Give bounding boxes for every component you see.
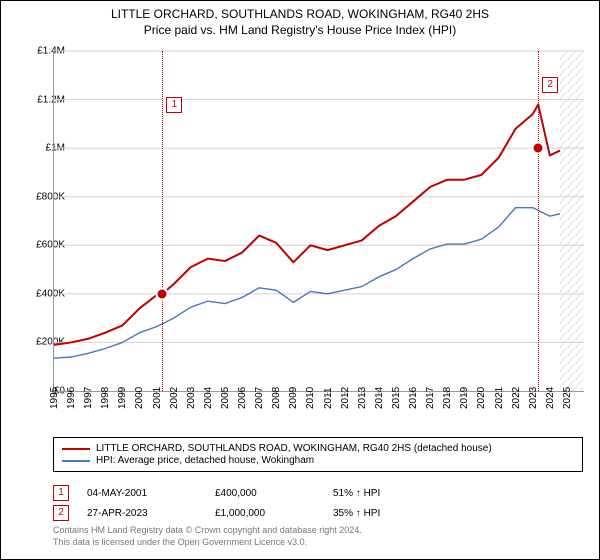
x-tick-label: 1995 bbox=[49, 387, 60, 409]
transaction-dot bbox=[532, 142, 545, 155]
x-tick-label: 2025 bbox=[562, 387, 573, 409]
x-tick-label: 2011 bbox=[323, 387, 334, 409]
x-tick-label: 2013 bbox=[357, 387, 368, 409]
transaction-marker-box: 2 bbox=[542, 77, 558, 93]
transaction-hpi-relative: 35% ↑ HPI bbox=[333, 508, 433, 519]
plot-area: 12 bbox=[53, 51, 584, 392]
x-tick-label: 2021 bbox=[494, 387, 505, 409]
transaction-date: 04-MAY-2001 bbox=[87, 488, 197, 499]
x-tick-label: 2014 bbox=[374, 387, 385, 409]
series-price_paid bbox=[54, 104, 560, 344]
legend-row-price-paid: LITTLE ORCHARD, SOUTHLANDS ROAD, WOKINGH… bbox=[62, 443, 574, 454]
transactions-table: 1 04-MAY-2001 £400,000 51% ↑ HPI 2 27-AP… bbox=[53, 481, 583, 525]
transaction-marker-box: 1 bbox=[166, 97, 182, 113]
legend-swatch bbox=[62, 448, 90, 450]
x-tick-label: 2019 bbox=[459, 387, 470, 409]
x-tick-label: 2007 bbox=[254, 387, 265, 409]
legend-label: HPI: Average price, detached house, Woki… bbox=[96, 455, 314, 466]
x-tick-label: 2017 bbox=[425, 387, 436, 409]
x-tick-label: 2006 bbox=[237, 387, 248, 409]
x-tick-label: 2018 bbox=[442, 387, 453, 409]
transaction-vline bbox=[538, 51, 539, 391]
x-tick-label: 1998 bbox=[100, 387, 111, 409]
x-tick-label: 2008 bbox=[271, 387, 282, 409]
x-tick-label: 2009 bbox=[288, 387, 299, 409]
legend-swatch bbox=[62, 460, 90, 462]
legend-row-hpi: HPI: Average price, detached house, Woki… bbox=[62, 455, 574, 466]
x-tick-label: 2004 bbox=[203, 387, 214, 409]
footer-attribution: Contains HM Land Registry data © Crown c… bbox=[53, 525, 583, 548]
transaction-hpi-relative: 51% ↑ HPI bbox=[333, 488, 433, 499]
x-tick-label: 2002 bbox=[169, 387, 180, 409]
transaction-price: £400,000 bbox=[215, 488, 315, 499]
transaction-row: 1 04-MAY-2001 £400,000 51% ↑ HPI bbox=[53, 485, 583, 501]
x-tick-label: 1999 bbox=[117, 387, 128, 409]
x-tick-label: 2005 bbox=[220, 387, 231, 409]
x-tick-label: 2015 bbox=[391, 387, 402, 409]
footer-line: Contains HM Land Registry data © Crown c… bbox=[53, 525, 583, 537]
x-tick-label: 2022 bbox=[511, 387, 522, 409]
transaction-marker-box: 1 bbox=[53, 485, 69, 501]
x-axis-ticks: 1995199619971998199920002001200220032004… bbox=[53, 393, 583, 433]
x-tick-label: 2010 bbox=[305, 387, 316, 409]
legend: LITTLE ORCHARD, SOUTHLANDS ROAD, WOKINGH… bbox=[53, 437, 583, 472]
chart-title: LITTLE ORCHARD, SOUTHLANDS ROAD, WOKINGH… bbox=[1, 7, 599, 21]
x-tick-label: 2000 bbox=[134, 387, 145, 409]
chart-subtitle: Price paid vs. HM Land Registry's House … bbox=[1, 23, 599, 37]
transaction-row: 2 27-APR-2023 £1,000,000 35% ↑ HPI bbox=[53, 505, 583, 521]
transaction-vline bbox=[162, 51, 163, 391]
x-tick-label: 2023 bbox=[528, 387, 539, 409]
series-hpi bbox=[54, 208, 560, 359]
x-tick-label: 2012 bbox=[340, 387, 351, 409]
x-tick-label: 1996 bbox=[66, 387, 77, 409]
x-tick-label: 2003 bbox=[186, 387, 197, 409]
x-tick-label: 2020 bbox=[476, 387, 487, 409]
legend-label: LITTLE ORCHARD, SOUTHLANDS ROAD, WOKINGH… bbox=[96, 443, 492, 454]
transaction-marker-box: 2 bbox=[53, 505, 69, 521]
transaction-dot bbox=[156, 287, 169, 300]
x-tick-label: 2001 bbox=[152, 387, 163, 409]
chart-container: LITTLE ORCHARD, SOUTHLANDS ROAD, WOKINGH… bbox=[0, 0, 600, 560]
transaction-price: £1,000,000 bbox=[215, 508, 315, 519]
x-tick-label: 2016 bbox=[408, 387, 419, 409]
footer-line: This data is licensed under the Open Gov… bbox=[53, 537, 583, 549]
x-tick-label: 2024 bbox=[545, 387, 556, 409]
transaction-date: 27-APR-2023 bbox=[87, 508, 197, 519]
x-tick-label: 1997 bbox=[83, 387, 94, 409]
